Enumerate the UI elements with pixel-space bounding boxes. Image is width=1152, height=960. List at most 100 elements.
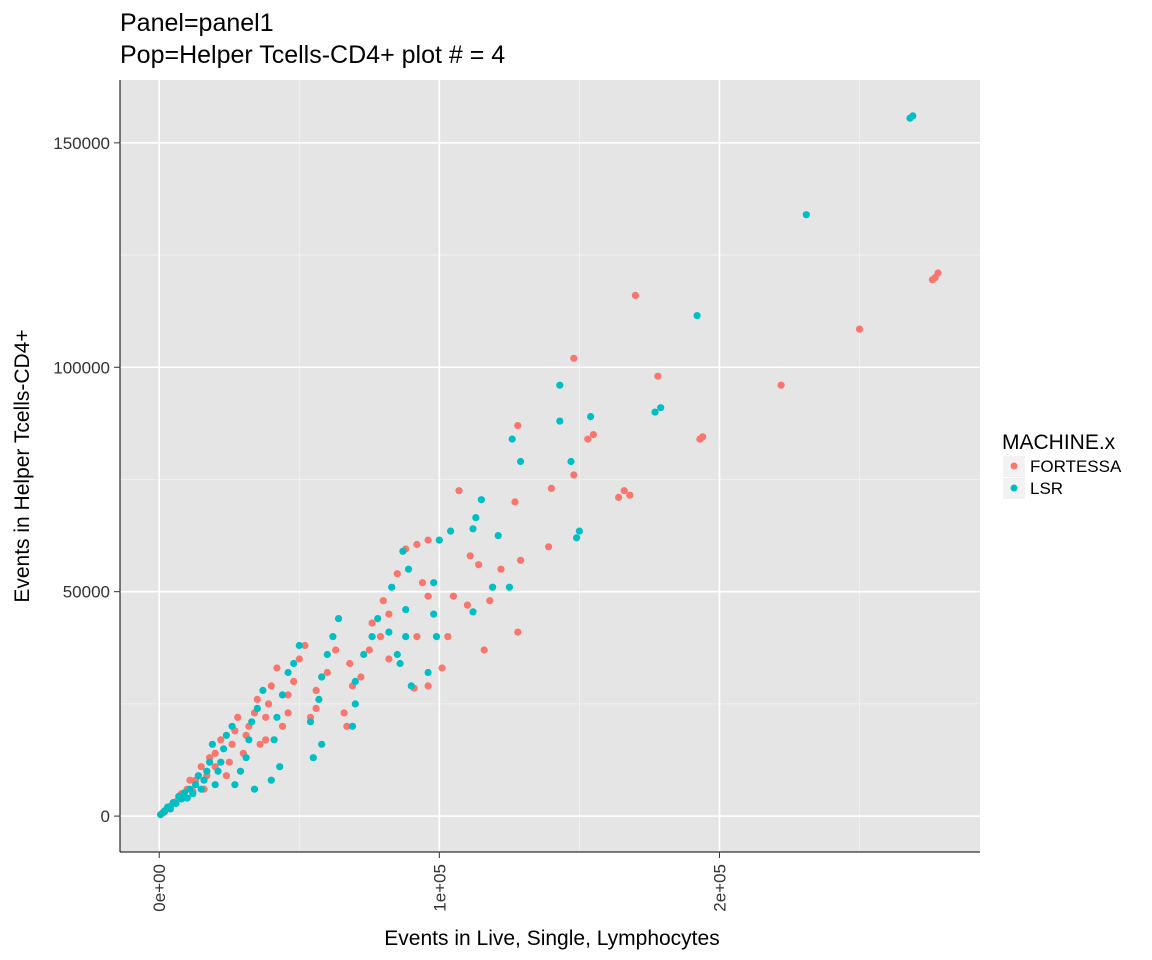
data-point [284,668,292,677]
data-point [273,713,281,721]
data-point [402,633,410,641]
series-lsr [157,112,917,819]
chart-title-line-2: Pop=Helper Tcells-CD4+ plot # = 4 [120,41,505,69]
data-point [197,763,205,771]
y-axis-title: Events in Helper Tcells-CD4+ [11,329,34,602]
data-point [309,754,317,762]
data-point [312,686,320,695]
data-point [517,556,525,564]
data-point [455,487,463,495]
data-point [545,543,553,551]
data-point [368,633,376,641]
data-point [570,471,578,479]
data-point [267,682,275,690]
data-point [505,583,513,591]
data-point [475,561,483,569]
data-point [197,785,205,793]
y-tick-label: 0 [101,807,110,826]
y-tick-label: 150000 [53,134,110,153]
data-point [357,673,365,681]
data-point [318,740,326,748]
y-tick-label: 100000 [53,358,110,377]
data-point [575,527,584,535]
data-point [657,404,665,412]
data-point [396,659,404,668]
data-point [278,691,287,699]
data-point [242,754,250,762]
data-point [175,792,183,800]
data-point [214,767,222,775]
chart-title-line-1: Panel=panel1 [120,9,274,37]
data-point [497,565,505,573]
x-axis-ticks: 0e+00 1e+05 2e+05 [150,852,729,912]
data-point [329,633,337,641]
data-point [228,740,236,748]
data-point [477,496,485,504]
data-point [217,736,225,744]
data-point [418,579,427,587]
data-point [402,606,410,614]
data-point [306,718,315,726]
data-point [186,785,194,793]
data-point [654,372,662,380]
data-point [626,491,634,499]
data-point [620,487,628,495]
data-point [236,767,245,775]
data-point [360,650,368,659]
data-point [570,354,578,362]
data-point [424,592,432,600]
data-point [208,740,216,748]
data-point [393,650,401,659]
legend-title: MACHINE.x [1002,431,1116,454]
data-point [855,325,864,333]
legend-symbol-fortessa [1010,462,1018,470]
data-point [777,381,785,389]
data-point [365,646,373,654]
data-point [301,641,309,650]
data-point [438,664,446,672]
data-point [225,758,233,766]
grid-lines [120,80,980,852]
data-point [259,686,267,695]
data-point [906,114,914,122]
data-point [284,691,292,699]
data-point [211,781,219,789]
data-point [587,413,595,421]
data-point [486,597,494,605]
data-point [480,646,488,654]
data-point [517,457,525,466]
data-point [376,633,385,641]
data-point [463,601,471,609]
data-point [399,547,407,555]
data-point [466,552,474,560]
y-axis-ticks: 0 50000 100000 150000 [53,134,120,826]
data-points [157,112,942,819]
data-point [220,745,228,753]
data-point [368,619,376,627]
data-point [332,646,340,654]
data-point [469,525,477,533]
data-point [192,781,200,789]
data-point [567,457,575,466]
data-point [385,628,393,636]
data-point [340,709,348,717]
data-point [346,659,354,668]
x-axis-title: Events in Live, Single, Lymphocytes [384,927,719,950]
data-point [374,615,382,623]
data-point [351,677,359,686]
data-point [228,722,236,730]
data-point [424,536,432,544]
data-point [494,532,502,540]
data-point [267,776,275,784]
data-point [615,493,623,501]
data-point [514,628,522,636]
data-point [385,655,393,663]
data-point [318,673,326,681]
legend-symbol-lsr [1010,484,1018,492]
data-point [432,633,441,641]
data-point [270,736,278,744]
data-point [393,570,401,578]
data-point [508,435,516,443]
data-point [404,565,413,573]
legend: MACHINE.x FORTESSA LSR [1002,431,1122,499]
